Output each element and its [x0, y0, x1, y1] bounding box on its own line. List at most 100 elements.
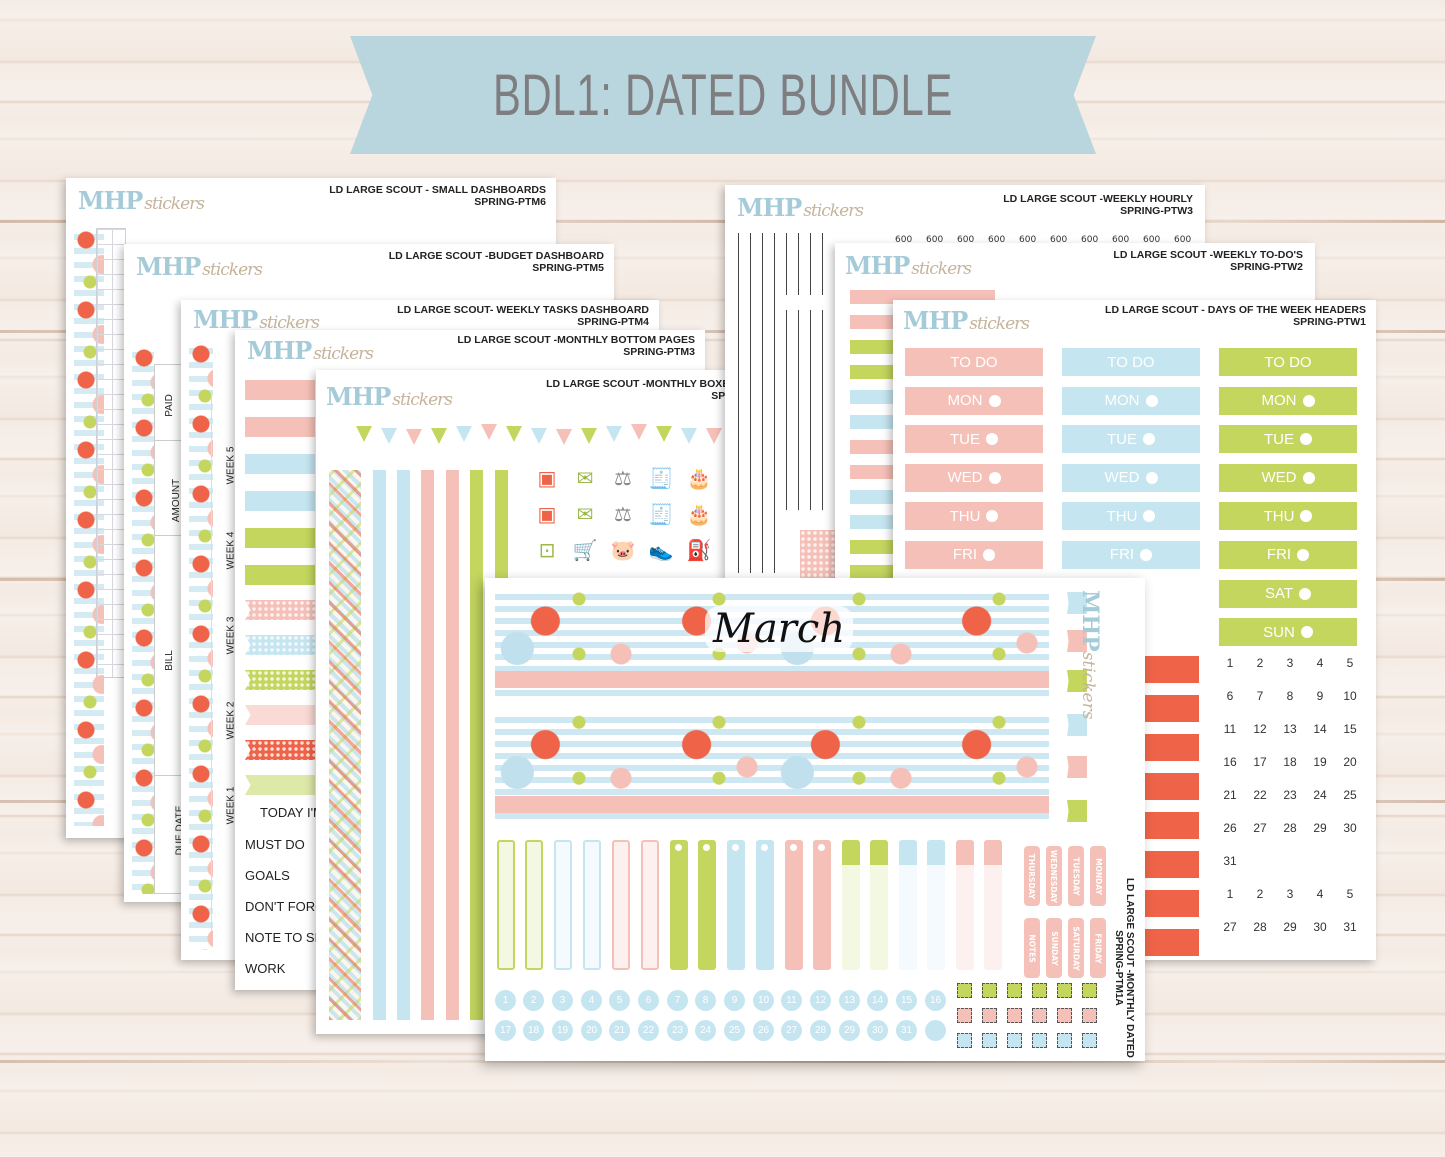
- color-bar: [245, 454, 315, 474]
- checkbox-sticker: [1082, 1008, 1097, 1023]
- checkbox-sticker: [1007, 1033, 1022, 1048]
- date-circle: 26: [753, 1020, 774, 1041]
- bottom-label: TODAY I'M: [260, 805, 324, 820]
- piggy-bank-icon: 🐷: [610, 538, 636, 562]
- grid-sticker: [96, 228, 126, 678]
- date-circle: 29: [839, 1020, 860, 1041]
- sheet-title: LD LARGE SCOUT -BUDGET DASHBOARD SPRING-P…: [388, 250, 604, 274]
- blue-day-headers: TO DO MON TUE WED THU FRI: [1062, 348, 1200, 580]
- date-circle: 10: [753, 990, 774, 1011]
- day-header: WED: [905, 463, 1043, 492]
- checkbox-sticker: [1057, 1008, 1072, 1023]
- date-circle: 27: [781, 1020, 802, 1041]
- sheet-title: LD LARGE SCOUT -WEEKLY TO-DO'S SPRING-PTW…: [1113, 249, 1303, 273]
- pennant: [431, 428, 447, 444]
- box-sticker: [899, 840, 917, 970]
- arrow-line: [786, 310, 787, 510]
- date: 27: [1223, 920, 1237, 934]
- side-tab: [1067, 670, 1087, 692]
- date: 28: [1283, 821, 1297, 835]
- pennant: [531, 428, 547, 444]
- pink-bar: [495, 671, 1049, 688]
- day-word-sticker: SUNDAY: [1046, 918, 1062, 978]
- date-circle: 4: [581, 990, 602, 1011]
- color-bar: [245, 528, 315, 548]
- cart-icon: 🛒: [572, 538, 598, 562]
- bottom-label: WORK: [245, 961, 286, 976]
- day-header: THU: [1219, 502, 1357, 531]
- day-header: TUE: [905, 425, 1043, 454]
- column-label: AMOUNT: [171, 478, 183, 523]
- color-strip: [446, 470, 459, 1020]
- box-sticker: [670, 840, 688, 970]
- date-circle: 5: [609, 990, 630, 1011]
- date: 22: [1253, 788, 1267, 802]
- flag-sticker: [245, 775, 315, 795]
- checkbox-sticker: [1032, 1008, 1047, 1023]
- box-sticker: [984, 840, 1002, 970]
- bottom-label: GOALS: [245, 868, 290, 883]
- wood-plank-seam: [0, 330, 1445, 333]
- date-circle: 9: [724, 990, 745, 1011]
- date: [1275, 854, 1305, 887]
- envelope-icon: ✉: [576, 466, 594, 490]
- date: 15: [1343, 722, 1357, 736]
- date: 4: [1316, 656, 1324, 670]
- date: 14: [1313, 722, 1327, 736]
- date: 13: [1283, 722, 1297, 736]
- day-header: MON: [905, 386, 1043, 415]
- date: 10: [1343, 689, 1357, 703]
- wood-plank-seam: [0, 220, 1445, 223]
- date-circle: 23: [667, 1020, 688, 1041]
- box-sticker: [612, 840, 630, 970]
- pennant: [381, 428, 397, 444]
- flag-sticker: [245, 705, 315, 725]
- box-sticker: [727, 840, 745, 970]
- color-bar: [245, 491, 315, 511]
- red-tab: [1137, 734, 1199, 761]
- date: 28: [1253, 920, 1267, 934]
- day-header: WED: [1062, 463, 1200, 492]
- gas-pump-icon: ⛽: [686, 538, 712, 562]
- day-header: FRI: [1219, 540, 1357, 569]
- arrow-line: [786, 233, 787, 295]
- pennant: [631, 424, 647, 440]
- color-strip: [470, 470, 483, 1020]
- arrow-line: [810, 310, 811, 510]
- date-circle: 7: [667, 990, 688, 1011]
- date-circle: 28: [810, 1020, 831, 1041]
- sneaker-icon: 👟: [648, 538, 674, 562]
- date: 5: [1346, 887, 1354, 901]
- march-header-sticker: March: [495, 588, 1049, 698]
- hour-label: 600: [1019, 235, 1037, 245]
- red-tab: [1137, 890, 1199, 917]
- date-numbers: 1 2 3 4 5 6 7 8 9 10 11 12 13 14 15 16 1…: [1215, 656, 1365, 953]
- pennant: [656, 426, 672, 442]
- day-header: THU: [1062, 502, 1200, 531]
- day-word-sticker: NOTES: [1024, 918, 1040, 978]
- date: 11: [1223, 722, 1237, 736]
- red-tab: [1137, 851, 1199, 878]
- dotted-sticker: [800, 530, 835, 585]
- date: 3: [1286, 656, 1294, 670]
- checkbox-sticker: [1007, 1008, 1022, 1023]
- weights-icon: ⚖: [614, 466, 632, 490]
- pennant: [556, 429, 572, 445]
- day-header: FRI: [905, 540, 1043, 569]
- flag-sticker: [245, 740, 315, 760]
- arrow-line: [822, 310, 823, 510]
- divider: [155, 535, 183, 536]
- date: [1335, 854, 1365, 887]
- box-sticker: [525, 840, 543, 970]
- date: 2: [1256, 656, 1264, 670]
- date: 19: [1313, 755, 1327, 769]
- box-sticker: [698, 840, 716, 970]
- date-circle: 17: [495, 1020, 516, 1041]
- side-tab: [1067, 800, 1087, 822]
- date: 16: [1223, 755, 1237, 769]
- pennant: [406, 429, 422, 445]
- day-header: SUN: [1219, 618, 1357, 647]
- day-header: TUE: [1219, 425, 1357, 454]
